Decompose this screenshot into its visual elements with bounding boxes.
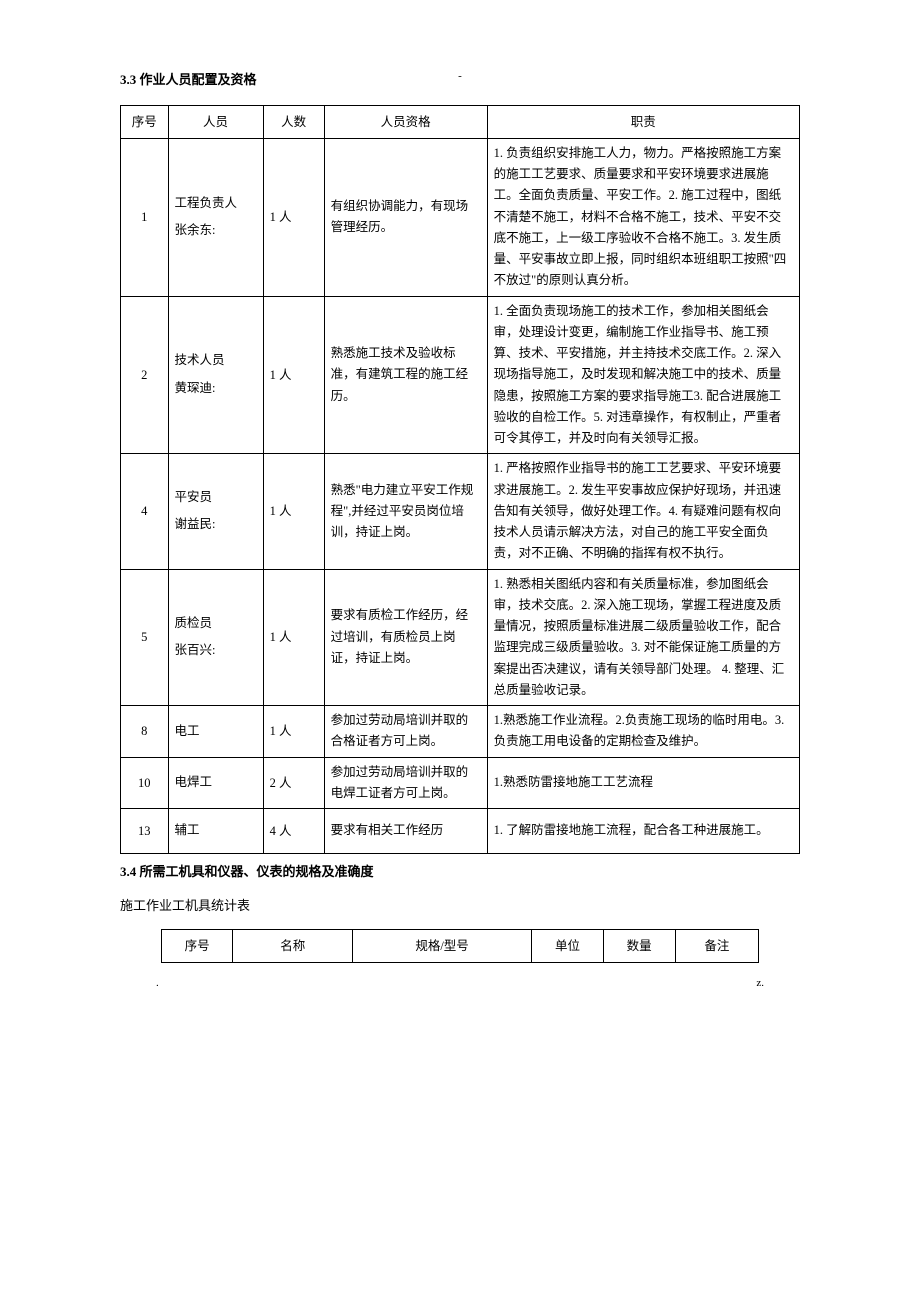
header-count: 人数 (263, 105, 324, 138)
tools-header-name: 名称 (233, 930, 352, 963)
cell-role: 工程负责人张余东: (168, 138, 263, 296)
tools-header-spec: 规格/型号 (352, 930, 531, 963)
personnel-table: 序号 人员 人数 人员资格 职责 1工程负责人张余东:1 人有组织协调能力，有现… (120, 105, 800, 854)
cell-duty: 1. 负责组织安排施工人力，物力。严格按照施工方案的施工工艺要求、质量要求和平安… (487, 138, 799, 296)
table-row: 1工程负责人张余东:1 人有组织协调能力，有现场管理经历。1. 负责组织安排施工… (121, 138, 800, 296)
cell-count: 1 人 (263, 138, 324, 296)
table-row: 10电焊工2 人参加过劳动局培训并取的电焊工证者方可上岗。1.熟悉防雷接地施工工… (121, 757, 800, 809)
cell-duty: 1. 全面负责现场施工的技术工作，参加相关图纸会审，处理设计变更，编制施工作业指… (487, 296, 799, 454)
cell-role: 电焊工 (168, 757, 263, 809)
cell-seq: 10 (121, 757, 169, 809)
table-row: 8电工1 人参加过劳动局培训并取的合格证者方可上岗。1.熟悉施工作业流程。2.负… (121, 706, 800, 758)
footer-left: . (156, 975, 159, 993)
cell-qualification: 要求有相关工作经历 (324, 809, 487, 854)
cell-qualification: 要求有质检工作经历，经过培训，有质检员上岗证，持证上岗。 (324, 569, 487, 706)
tools-table-header-row: 序号 名称 规格/型号 单位 数量 备注 (161, 930, 758, 963)
cell-role: 质检员张百兴: (168, 569, 263, 706)
cell-count: 1 人 (263, 296, 324, 454)
page-footer: . z. (120, 975, 800, 993)
top-page-mark: - (0, 68, 920, 86)
cell-count: 4 人 (263, 809, 324, 854)
cell-count: 1 人 (263, 569, 324, 706)
table-row: 4平安员谢益民:1 人熟悉"电力建立平安工作规程",并经过平安员岗位培训，持证上… (121, 454, 800, 569)
tools-header-qty: 数量 (603, 930, 675, 963)
cell-role: 平安员谢益民: (168, 454, 263, 569)
cell-duty: 1. 严格按照作业指导书的施工工艺要求、平安环境要求进展施工。2. 发生平安事故… (487, 454, 799, 569)
cell-count: 1 人 (263, 706, 324, 758)
tools-header-seq: 序号 (161, 930, 233, 963)
footer-right: z. (756, 975, 764, 993)
header-duty: 职责 (487, 105, 799, 138)
cell-duty: 1. 了解防雷接地施工流程，配合各工种进展施工。 (487, 809, 799, 854)
cell-seq: 4 (121, 454, 169, 569)
cell-qualification: 熟悉施工技术及验收标准，有建筑工程的施工经历。 (324, 296, 487, 454)
table-row: 13辅工4 人要求有相关工作经历1. 了解防雷接地施工流程，配合各工种进展施工。 (121, 809, 800, 854)
cell-seq: 5 (121, 569, 169, 706)
tools-table: 序号 名称 规格/型号 单位 数量 备注 (161, 929, 759, 963)
header-role: 人员 (168, 105, 263, 138)
table-row: 5质检员张百兴:1 人要求有质检工作经历，经过培训，有质检员上岗证，持证上岗。1… (121, 569, 800, 706)
cell-duty: 1.熟悉施工作业流程。2.负责施工现场的临时用电。3.负责施工用电设备的定期检查… (487, 706, 799, 758)
cell-seq: 8 (121, 706, 169, 758)
header-seq: 序号 (121, 105, 169, 138)
tools-header-note: 备注 (675, 930, 759, 963)
cell-seq: 2 (121, 296, 169, 454)
cell-qualification: 参加过劳动局培训并取的电焊工证者方可上岗。 (324, 757, 487, 809)
cell-seq: 1 (121, 138, 169, 296)
section-3-4-heading: 3.4 所需工机具和仪器、仪表的规格及准确度 (120, 862, 800, 883)
cell-qualification: 有组织协调能力，有现场管理经历。 (324, 138, 487, 296)
cell-role: 电工 (168, 706, 263, 758)
personnel-table-header-row: 序号 人员 人数 人员资格 职责 (121, 105, 800, 138)
cell-duty: 1.熟悉防雷接地施工工艺流程 (487, 757, 799, 809)
cell-role: 技术人员黄琛迪: (168, 296, 263, 454)
cell-seq: 13 (121, 809, 169, 854)
cell-role: 辅工 (168, 809, 263, 854)
cell-qualification: 参加过劳动局培训并取的合格证者方可上岗。 (324, 706, 487, 758)
cell-qualification: 熟悉"电力建立平安工作规程",并经过平安员岗位培训，持证上岗。 (324, 454, 487, 569)
header-qualification: 人员资格 (324, 105, 487, 138)
table-row: 2技术人员黄琛迪:1 人熟悉施工技术及验收标准，有建筑工程的施工经历。1. 全面… (121, 296, 800, 454)
tools-header-unit: 单位 (532, 930, 604, 963)
cell-count: 2 人 (263, 757, 324, 809)
cell-duty: 1. 熟悉相关图纸内容和有关质量标准，参加图纸会审，技术交底。2. 深入施工现场… (487, 569, 799, 706)
section-3-4-subheading: 施工作业工机具统计表 (120, 896, 800, 917)
cell-count: 1 人 (263, 454, 324, 569)
